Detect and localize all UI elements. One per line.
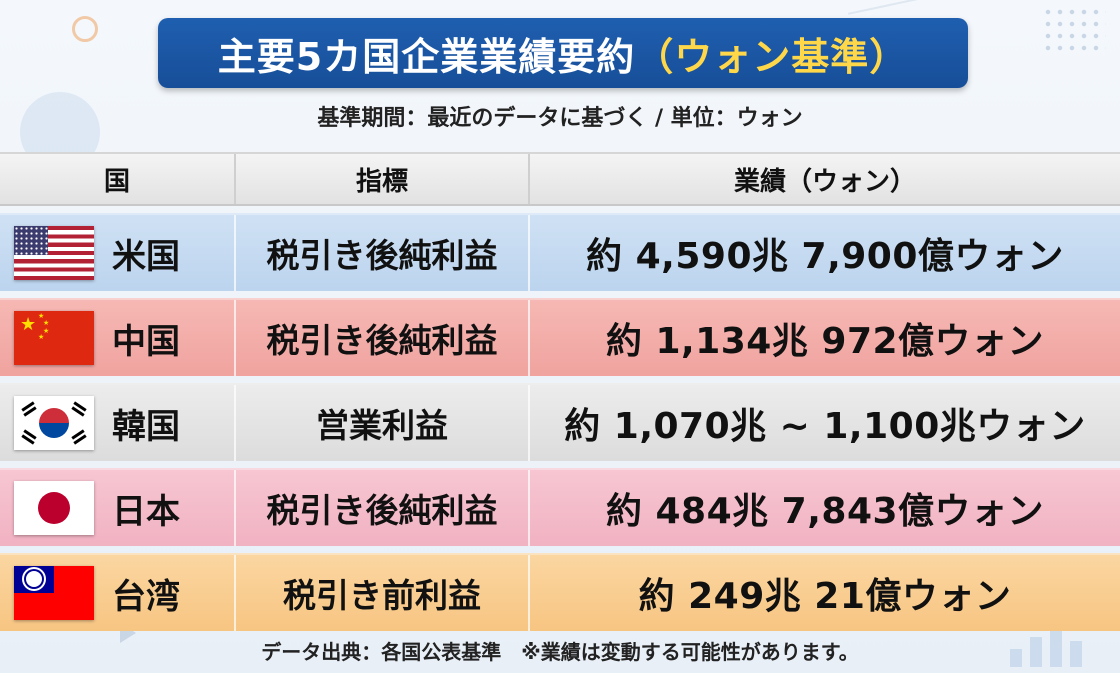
country-name: 日本 xyxy=(112,491,180,532)
metric-label: 税引き後純利益 xyxy=(266,236,498,275)
country-name: 米国 xyxy=(112,236,180,277)
metric-label: 税引き後純利益 xyxy=(266,491,498,530)
value-cell: 約 484兆 7,843億ウォン xyxy=(530,470,1120,546)
table-row-taiwan: 台湾 税引き前利益 約 249兆 21億ウォン xyxy=(0,553,1120,631)
header-metric: 指標 xyxy=(236,154,530,204)
decorative-dots xyxy=(1042,6,1106,56)
country-cell: 韓国 xyxy=(0,385,236,461)
metric-cell: 税引き前利益 xyxy=(236,555,530,631)
header-value: 業績（ウォン） xyxy=(733,166,916,197)
value-cell: 約 249兆 21億ウォン xyxy=(530,555,1120,631)
taiwan-flag-icon xyxy=(14,566,94,620)
metric-label: 税引き前利益 xyxy=(283,576,481,615)
value-label: 約 249兆 21億ウォン xyxy=(638,576,1012,617)
country-name: 韓国 xyxy=(112,406,180,447)
korea-flag-icon xyxy=(14,396,94,450)
country-name: 台湾 xyxy=(112,576,180,617)
page-title-accent: （ウォン基準） xyxy=(635,34,909,79)
decorative-bars xyxy=(1010,617,1100,667)
table-row-china: ★ ★ ★ ★ ★ 中国 税引き後純利益 約 1,134兆 972億ウォン xyxy=(0,298,1120,376)
table-row-japan: 日本 税引き後純利益 約 484兆 7,843億ウォン xyxy=(0,468,1120,546)
value-label: 約 1,134兆 972億ウォン xyxy=(605,321,1045,362)
header-country: 国 xyxy=(0,154,236,204)
metric-cell: 税引き後純利益 xyxy=(236,470,530,546)
metric-label: 営業利益 xyxy=(316,406,448,445)
country-cell: 日本 xyxy=(0,470,236,546)
value-label: 約 484兆 7,843億ウォン xyxy=(605,491,1045,532)
results-table: 国 指標 業績（ウォン） 米国 税引き後純利益 約 4,590兆 7,900億ウ… xyxy=(0,152,1120,631)
country-cell: 米国 xyxy=(0,215,236,291)
title-banner: 主要5カ国企業業績要約 （ウォン基準） xyxy=(158,18,968,88)
china-flag-icon: ★ ★ ★ ★ ★ xyxy=(14,311,94,365)
us-flag-icon xyxy=(14,226,94,280)
footer-note: データ出典：各国公表基準 ※業績は変動する可能性があります。 xyxy=(261,640,859,664)
country-name: 中国 xyxy=(112,321,180,362)
metric-label: 税引き後純利益 xyxy=(266,321,498,360)
value-cell: 約 1,134兆 972億ウォン xyxy=(530,300,1120,376)
metric-cell: 税引き後純利益 xyxy=(236,215,530,291)
decorative-ring xyxy=(72,16,98,42)
metric-cell: 営業利益 xyxy=(236,385,530,461)
japan-flag-icon xyxy=(14,481,94,535)
metric-cell: 税引き後純利益 xyxy=(236,300,530,376)
table-row-us: 米国 税引き後純利益 約 4,590兆 7,900億ウォン xyxy=(0,213,1120,291)
subtitle: 基準期間：最近のデータに基づく / 単位：ウォン xyxy=(317,106,803,131)
table-header-row: 国 指標 業績（ウォン） xyxy=(0,152,1120,206)
country-cell: 台湾 xyxy=(0,555,236,631)
value-cell: 約 1,070兆 ~ 1,100兆ウォン xyxy=(530,385,1120,461)
page-title: 主要5カ国企業業績要約 xyxy=(217,34,636,79)
value-cell: 約 4,590兆 7,900億ウォン xyxy=(530,215,1120,291)
table-row-korea: 韓国 営業利益 約 1,070兆 ~ 1,100兆ウォン xyxy=(0,383,1120,461)
value-label: 約 4,590兆 7,900億ウォン xyxy=(586,236,1064,277)
value-label: 約 1,070兆 ~ 1,100兆ウォン xyxy=(564,406,1086,447)
country-cell: ★ ★ ★ ★ ★ 中国 xyxy=(0,300,236,376)
